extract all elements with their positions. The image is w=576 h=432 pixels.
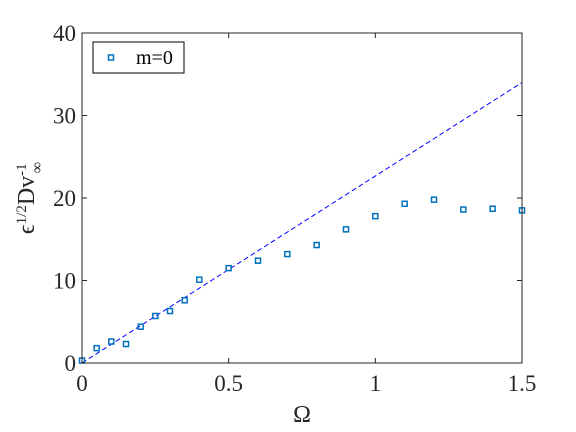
x-tick-label: 0.5 [214, 371, 243, 396]
y-axis-label-epsilon: ϵ [14, 224, 40, 234]
data-point [313, 241, 320, 249]
y-tick-label: 40 [53, 21, 76, 46]
y-axis-label: ϵ1/2Dv-1∞ [14, 162, 46, 234]
data-point [225, 264, 232, 272]
data-point [196, 276, 203, 283]
y-tick-label: 20 [53, 186, 76, 211]
legend-label-m0: m=0 [136, 47, 173, 69]
data-point [108, 338, 115, 345]
y-tick-label: 30 [53, 104, 76, 129]
data-point [152, 312, 159, 320]
data-point [181, 297, 188, 304]
data-point [254, 257, 262, 264]
y-axis-label-exponent: -1 [14, 163, 30, 176]
x-axis-label: Ω [293, 402, 311, 428]
legend: m=0 [92, 41, 185, 74]
data-point [284, 250, 291, 258]
data-point [93, 344, 100, 352]
x-tick-label: 1.5 [508, 371, 537, 396]
data-point [166, 307, 174, 315]
data-point [401, 200, 408, 208]
y-tick-label: 0 [65, 351, 77, 376]
data-point [460, 206, 467, 213]
y-axis-label-epsilon-exponent: 1/2 [14, 205, 30, 224]
data-point [489, 205, 496, 212]
data-point [122, 340, 130, 348]
y-axis-label-subscript: ∞ [29, 162, 46, 173]
plot-area [82, 33, 522, 363]
data-point [342, 226, 350, 233]
data-point [137, 323, 144, 330]
legend-marker-m0 [107, 54, 115, 61]
fit-line [81, 82, 523, 364]
x-tick-label: 1 [370, 371, 382, 396]
y-axis-label-main: Dv [14, 176, 40, 205]
y-tick-label: 10 [53, 269, 76, 294]
data-point [430, 196, 438, 203]
data-point [372, 212, 379, 220]
x-tick-label: 0 [76, 371, 88, 396]
